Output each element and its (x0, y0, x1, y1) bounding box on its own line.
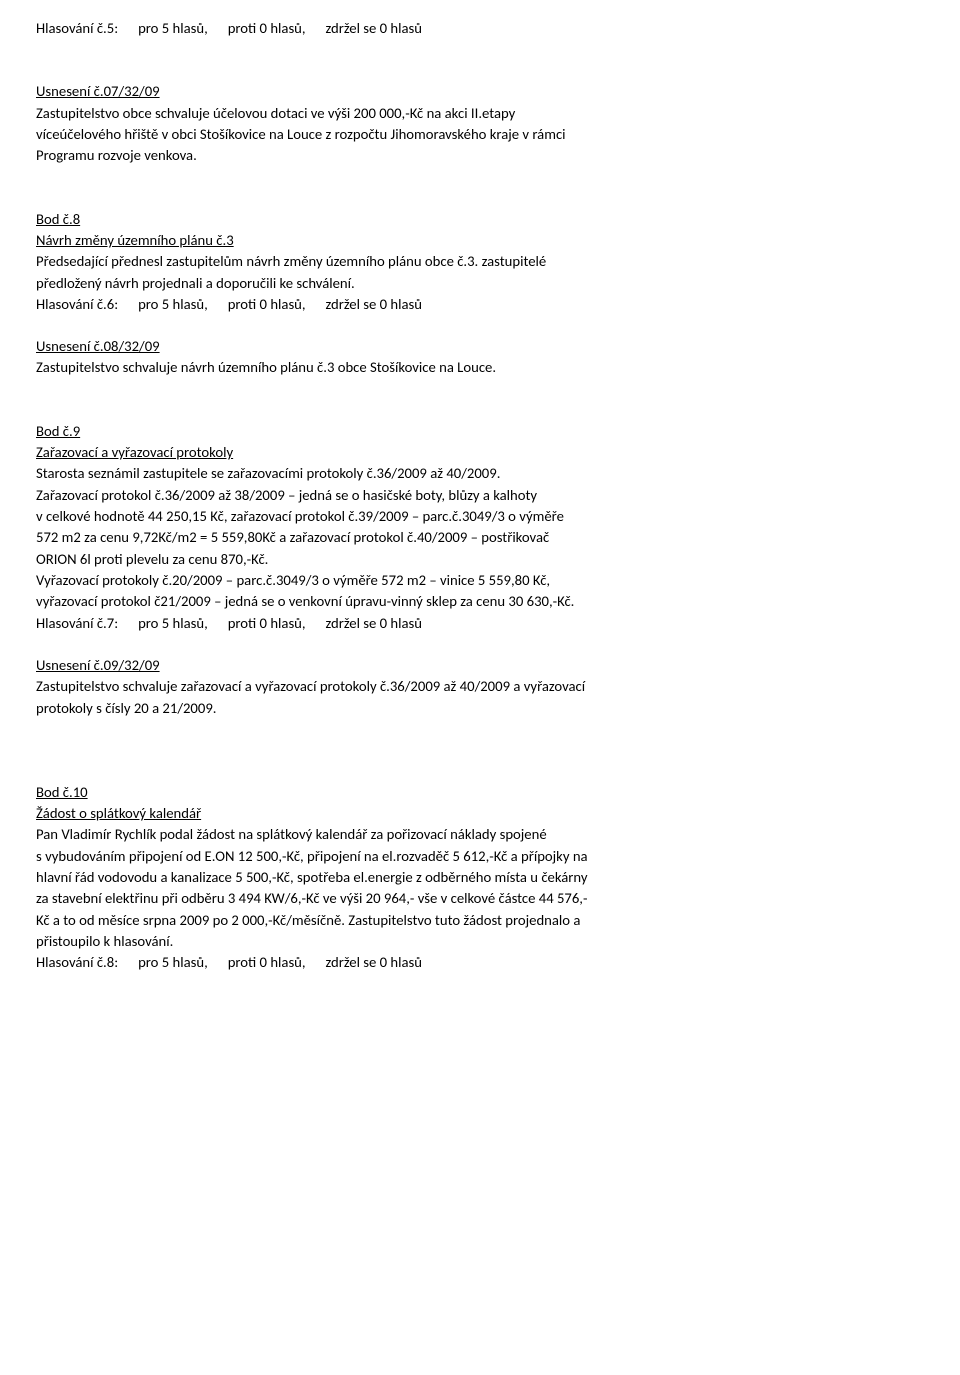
body-text: 572 m2 za cenu 9,72Kč/m2 = 5 559,80Kč a … (36, 527, 924, 548)
body-text: Kč a to od měsíce srpna 2009 po 2 000,-K… (36, 910, 924, 931)
body-text: víceúčelového hřiště v obci Stošíkovice … (36, 124, 924, 145)
vote-row-6: Hlasování č.6: pro 5 hlasů, proti 0 hlas… (36, 294, 924, 315)
vote-label: Hlasování č.5: (36, 19, 118, 37)
vote-zdrzel: zdržel se 0 hlasů (326, 19, 423, 37)
vote-pro: pro 5 hlasů, (138, 953, 208, 971)
body-text: ORION 6l proti plevelu za cenu 870,-Kč. (36, 549, 924, 570)
vote-zdrzel: zdržel se 0 hlasů (326, 295, 423, 313)
vote-proti: proti 0 hlasů, (228, 295, 306, 313)
body-text: Zastupitelstvo schvaluje zařazovací a vy… (36, 676, 924, 697)
vote-proti: proti 0 hlasů, (228, 19, 306, 37)
body-text: přistoupilo k hlasování. (36, 931, 924, 952)
vote-row-5: Hlasování č.5: pro 5 hlasů, proti 0 hlas… (36, 18, 924, 39)
vote-label: Hlasování č.6: (36, 295, 118, 313)
vote-zdrzel: zdržel se 0 hlasů (326, 953, 423, 971)
vote-pro: pro 5 hlasů, (138, 19, 208, 37)
body-text: Předsedající přednesl zastupitelům návrh… (36, 251, 924, 272)
body-text: Pan Vladimír Rychlík podal žádost na spl… (36, 824, 924, 845)
vote-proti: proti 0 hlasů, (228, 614, 306, 632)
section-title-8: Bod č.8 (36, 209, 924, 230)
vote-pro: pro 5 hlasů, (138, 614, 208, 632)
vote-label: Hlasování č.8: (36, 953, 118, 971)
section-subtitle: Návrh změny územního plánu č.3 (36, 230, 924, 251)
body-text: Starosta seznámil zastupitele se zařazov… (36, 463, 924, 484)
vote-proti: proti 0 hlasů, (228, 953, 306, 971)
body-text: protokoly s čísly 20 a 21/2009. (36, 698, 924, 719)
body-text: Zastupitelstvo schvaluje návrh územního … (36, 357, 924, 378)
vote-pro: pro 5 hlasů, (138, 295, 208, 313)
resolution-title-08: Usnesení č.08/32/09 (36, 336, 924, 357)
body-text: Vyřazovací protokoly č.20/2009 – parc.č.… (36, 570, 924, 591)
body-text: Zařazovací protokol č.36/2009 až 38/2009… (36, 485, 924, 506)
vote-row-8: Hlasování č.8: pro 5 hlasů, proti 0 hlas… (36, 952, 924, 973)
body-text: hlavní řád vodovodu a kanalizace 5 500,-… (36, 867, 924, 888)
resolution-title-07: Usnesení č.07/32/09 (36, 81, 924, 102)
body-text: předložený návrh projednali a doporučili… (36, 273, 924, 294)
vote-label: Hlasování č.7: (36, 614, 118, 632)
body-text: s vybudováním připojení od E.ON 12 500,-… (36, 846, 924, 867)
resolution-title-09: Usnesení č.09/32/09 (36, 655, 924, 676)
section-subtitle: Zařazovací a vyřazovací protokoly (36, 442, 924, 463)
section-title-10: Bod č.10 (36, 782, 924, 803)
body-text: Zastupitelstvo obce schvaluje účelovou d… (36, 103, 924, 124)
body-text: v celkové hodnotě 44 250,15 Kč, zařazova… (36, 506, 924, 527)
section-subtitle: Žádost o splátkový kalendář (36, 803, 924, 824)
body-text: vyřazovací protokol č21/2009 – jedná se … (36, 591, 924, 612)
section-title-9: Bod č.9 (36, 421, 924, 442)
body-text: Programu rozvoje venkova. (36, 145, 924, 166)
vote-row-7: Hlasování č.7: pro 5 hlasů, proti 0 hlas… (36, 613, 924, 634)
body-text: za stavební elektřinu při odběru 3 494 K… (36, 888, 924, 909)
vote-zdrzel: zdržel se 0 hlasů (326, 614, 423, 632)
